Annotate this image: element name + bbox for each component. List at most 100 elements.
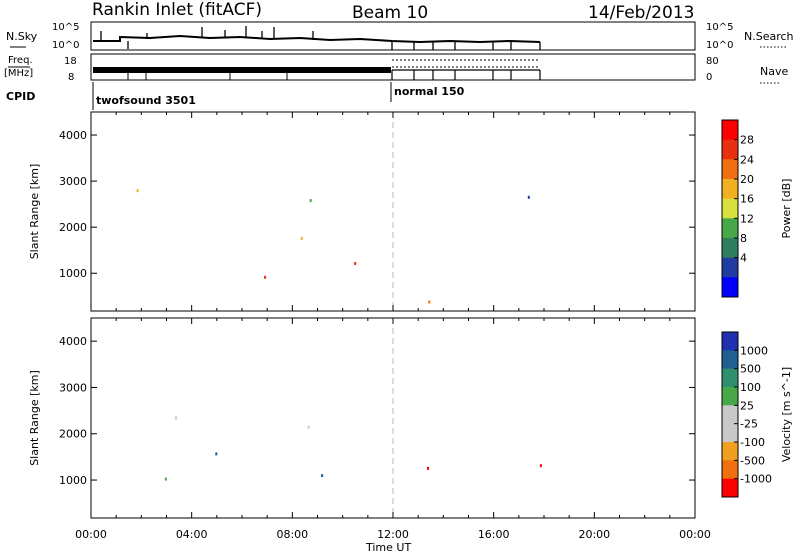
power-colorbar-tick-label: 8 <box>740 232 747 245</box>
power-colorbar-segment <box>722 159 738 180</box>
power-cell <box>300 236 303 240</box>
velocity-cell <box>164 477 167 481</box>
velocity-colorbar-frame <box>721 331 739 498</box>
power-colorbar-tick-label: 28 <box>740 134 754 147</box>
power-cell <box>527 195 530 199</box>
velocity-colorbar: 1000 500 100 25 -25 -100 -500 -1000 Velocity [m … <box>721 331 793 498</box>
velocity-colorbar-tick-label: 25 <box>740 399 754 412</box>
velocity-colorbar-tick-label: -1000 <box>740 473 772 486</box>
velocity-colorbar-tick-label: 100 <box>740 381 761 394</box>
cpid-label: CPID <box>6 90 35 103</box>
velocity-y-tick-label: 3000 <box>59 381 87 394</box>
nsky-trace <box>93 34 541 44</box>
time-tick-label: 00:00 <box>679 528 711 541</box>
velocity-y-tick-label: 1000 <box>59 474 87 487</box>
freq-panel-frame <box>90 53 696 81</box>
power-plot-frame <box>90 111 696 312</box>
velocity-colorbar-tick-label: -25 <box>740 418 758 431</box>
beam-title: Beam 10 <box>352 3 428 23</box>
velocity-colorbar-segment <box>722 332 738 351</box>
nsky-tick-bottom: 10^0 <box>52 40 79 51</box>
power-colorbar-tick-label: 24 <box>740 153 754 166</box>
nsky-tick-top: 10^5 <box>52 22 79 33</box>
velocity-colorbar-segment <box>722 442 738 461</box>
power-cell <box>354 262 357 265</box>
x-axis-label: Time UT <box>365 541 411 554</box>
power-colorbar-tick-label: 12 <box>740 212 754 225</box>
velocity-colorbar-segment <box>722 405 738 425</box>
velocity-y-tick-label: 2000 <box>59 428 87 441</box>
freq-dense-trace <box>93 67 391 73</box>
velocity-colorbar-segment <box>722 478 738 498</box>
velocity-colorbar-segment <box>722 368 738 388</box>
power-colorbar-segment <box>722 198 738 219</box>
time-tick-label: 08:00 <box>276 528 308 541</box>
power-colorbar-segment <box>722 139 738 160</box>
velocity-cell <box>539 464 542 468</box>
freq-label: Freq. <box>8 55 33 66</box>
power-colorbar-segment <box>722 120 738 141</box>
time-tick-label: 16:00 <box>478 528 510 541</box>
nsearch-tick-bottom: 10^0 <box>706 40 733 51</box>
freq-normal-trace <box>391 69 541 80</box>
velocity-colorbar-segment <box>722 460 738 480</box>
velocity-cell <box>427 466 429 470</box>
power-cell <box>264 275 267 279</box>
power-cell <box>136 189 139 193</box>
nsearch-tick-top: 10^5 <box>706 22 733 33</box>
power-colorbar: 28 24 20 16 12 8 4 Power [dB] <box>721 119 793 298</box>
nsky-spikes <box>100 26 541 50</box>
velocity-cell <box>215 452 218 456</box>
power-y-tick-label: 3000 <box>59 175 87 188</box>
power-y-tick-label: 1000 <box>59 267 87 280</box>
nave-trace <box>392 59 540 68</box>
velocity-y-tick-label: 4000 <box>59 335 87 348</box>
power-colorbar-segment <box>722 257 738 278</box>
freq-tick-top: 18 <box>64 56 77 67</box>
velocity-y-axis-label: Slant Range [km] <box>28 370 41 466</box>
velocity-colorbar-label: Velocity [m s^-1] <box>780 367 793 462</box>
power-colorbar-tick-label: 16 <box>740 193 754 206</box>
power-heatmap-panel: 1000 2000 3000 4000 Slant Range [km] 28 24 20 16… <box>28 111 793 312</box>
nsky-panel-frame <box>90 21 696 51</box>
cpid-mode-twofsound: twofsound 3501 <box>96 94 196 107</box>
velocity-cell <box>175 416 177 420</box>
freq-unit: [MHz] <box>4 68 33 79</box>
time-tick-label: 12:00 <box>377 528 409 541</box>
power-cell <box>309 199 312 203</box>
nsearch-label: N.Search <box>744 30 794 43</box>
power-colorbar-segment <box>722 218 738 239</box>
velocity-colorbar-segment <box>722 387 738 406</box>
power-colorbar-label: Power [dB] <box>780 179 793 239</box>
power-colorbar-tick-label: 20 <box>740 173 754 186</box>
power-colorbar-tick-label: 4 <box>740 252 747 265</box>
velocity-colorbar-tick-label: -100 <box>740 436 765 449</box>
velocity-cells <box>164 416 542 481</box>
power-cell <box>428 300 431 304</box>
time-tick-label: 20:00 <box>578 528 610 541</box>
nave-tick-bottom: 0 <box>706 72 712 83</box>
power-colorbar-segment <box>722 277 738 298</box>
time-axis: 00:00 04:00 08:00 12:00 16:00 20:00 00:00 <box>75 528 711 541</box>
power-colorbar-segment <box>722 238 738 259</box>
power-y-tick-label: 2000 <box>59 221 87 234</box>
velocity-cell <box>307 425 310 429</box>
date-title: 14/Feb/2013 <box>588 3 694 23</box>
power-colorbar-segment <box>722 179 738 200</box>
power-colorbar-frame <box>721 119 739 298</box>
nsky-label: N.Sky <box>6 30 38 43</box>
nave-label: Nave <box>760 65 788 78</box>
velocity-cell <box>321 474 324 478</box>
time-tick-label: 00:00 <box>75 528 107 541</box>
time-tick-label: 04:00 <box>176 528 208 541</box>
power-y-axis-label: Slant Range [km] <box>28 164 41 260</box>
freq-tick-bottom: 8 <box>68 72 74 83</box>
velocity-colorbar-segment <box>722 350 738 370</box>
cpid-mode-normal: normal 150 <box>394 85 465 98</box>
power-y-tick-label: 4000 <box>59 129 87 142</box>
freq-trace-ticks <box>127 73 288 80</box>
velocity-colorbar-tick-label: -500 <box>740 454 765 467</box>
velocity-colorbar-tick-label: 500 <box>740 363 761 376</box>
